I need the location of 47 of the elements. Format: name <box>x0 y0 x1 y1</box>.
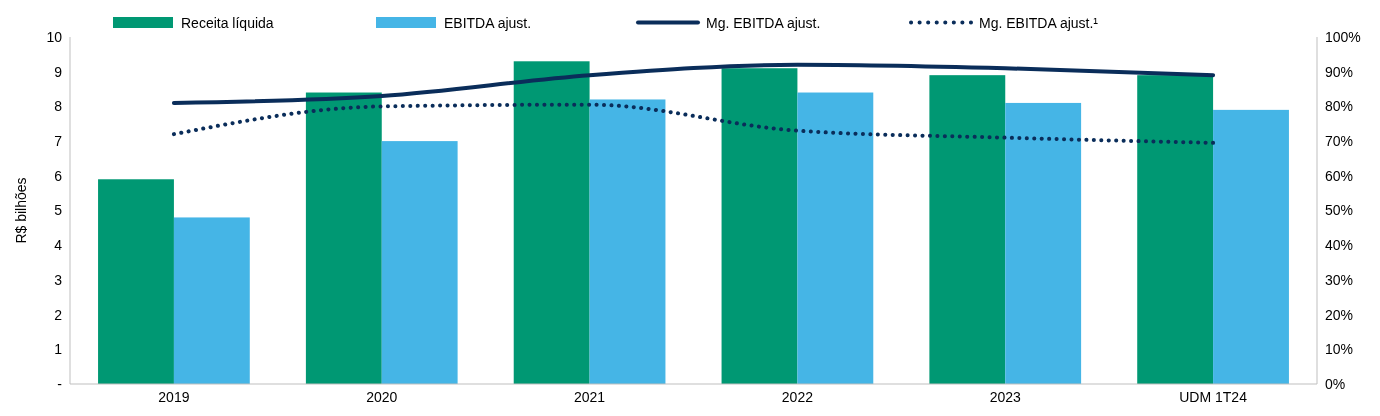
bar <box>305 92 382 384</box>
legend-label: Mg. EBITDA ajust. <box>706 14 821 31</box>
y-tick-label: 8 <box>54 98 63 115</box>
y2-tick-label: 80% <box>1325 98 1354 115</box>
y2-tick-label: 20% <box>1325 306 1354 323</box>
y2-tick-label: 100% <box>1325 28 1361 45</box>
y2-tick-label: 0% <box>1325 375 1346 392</box>
y2-tick-label: 90% <box>1325 63 1354 80</box>
y-axis-title: R$ bilhões <box>13 177 29 244</box>
x-tick-label: 2019 <box>158 389 190 405</box>
legend-label: Receita líquida <box>181 14 274 31</box>
bar <box>1005 102 1082 384</box>
line-series <box>171 102 1216 145</box>
bar <box>98 179 174 384</box>
y-tick-label: 3 <box>54 271 63 288</box>
legend-label: EBITDA ajust. <box>444 14 532 31</box>
y2-tick-label: 70% <box>1325 133 1354 149</box>
bar <box>797 92 874 384</box>
y-tick-label: 6 <box>54 167 63 184</box>
bar <box>721 68 798 384</box>
bar <box>381 141 458 384</box>
y2-tick-label: 60% <box>1325 167 1354 184</box>
bar <box>929 75 1006 384</box>
x-tick-label: 2022 <box>781 389 814 405</box>
line-series <box>171 62 1216 105</box>
x-tick-label: 2020 <box>366 389 398 405</box>
y-tick-label: 4 <box>54 237 63 254</box>
y-tick-label: 5 <box>54 202 63 219</box>
y-tick-label: 1 <box>54 341 63 358</box>
bar <box>513 61 590 384</box>
bar <box>589 99 666 384</box>
y-tick-label: 7 <box>54 133 63 149</box>
legend-label: Mg. EBITDA ajust.¹ <box>979 14 1099 31</box>
x-tick-label: UDM 1T24 <box>1179 389 1248 405</box>
y-tick-label: 10 <box>46 28 63 45</box>
y2-tick-label: 30% <box>1325 271 1354 288</box>
bar <box>1213 109 1289 384</box>
y2-tick-label: 50% <box>1325 202 1354 219</box>
y-tick-label: 9 <box>54 63 63 80</box>
bar <box>173 217 250 384</box>
y-tick-label: 2 <box>54 306 63 323</box>
x-tick-label: 2021 <box>574 389 606 405</box>
y2-tick-label: 10% <box>1325 341 1354 358</box>
y2-tick-label: 40% <box>1325 237 1354 254</box>
x-tick-label: 2023 <box>989 389 1022 405</box>
bar <box>1137 75 1214 384</box>
y-tick-label: - <box>57 375 63 392</box>
